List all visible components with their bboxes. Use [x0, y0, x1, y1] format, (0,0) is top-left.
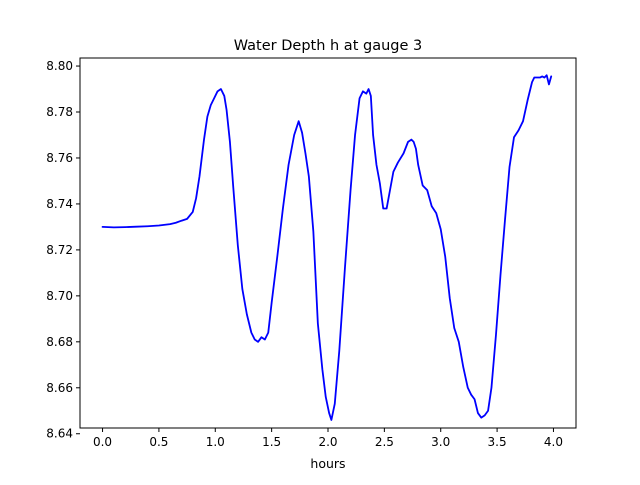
y-tick-label: 8.80 — [46, 59, 73, 73]
x-tick-label: 1.5 — [262, 435, 281, 449]
y-tick-label: 8.64 — [46, 427, 73, 441]
y-tick-label: 8.68 — [46, 335, 73, 349]
series-layer — [101, 74, 553, 421]
y-tick-label: 8.78 — [46, 105, 73, 119]
y-tick-label: 8.72 — [46, 243, 73, 257]
plot-frame — [79, 57, 577, 429]
y-tick-label: 8.66 — [46, 381, 73, 395]
series-line — [101, 74, 553, 421]
y-tick-label: 8.74 — [46, 197, 73, 211]
x-tick-label: 4.0 — [544, 435, 563, 449]
y-tick-label: 8.76 — [46, 151, 73, 165]
x-tick-label: 2.0 — [318, 435, 337, 449]
x-tick-label: 2.5 — [375, 435, 394, 449]
chart-title: Water Depth h at gauge 3 — [234, 38, 422, 54]
ticks-layer: 0.0 0.5 1.0 1.5 2.0 2.5 3.0 3.5 4.0 8.64 8.66 8.68 8… — [46, 59, 563, 449]
x-axis-label: hours — [310, 456, 345, 471]
x-tick-label: 3.5 — [488, 435, 507, 449]
y-tick-label: 8.70 — [46, 289, 73, 303]
x-tick-label: 0.5 — [149, 435, 168, 449]
x-tick-label: 1.0 — [206, 435, 225, 449]
x-tick-label: 3.0 — [431, 435, 450, 449]
x-tick-label: 0.0 — [93, 435, 112, 449]
